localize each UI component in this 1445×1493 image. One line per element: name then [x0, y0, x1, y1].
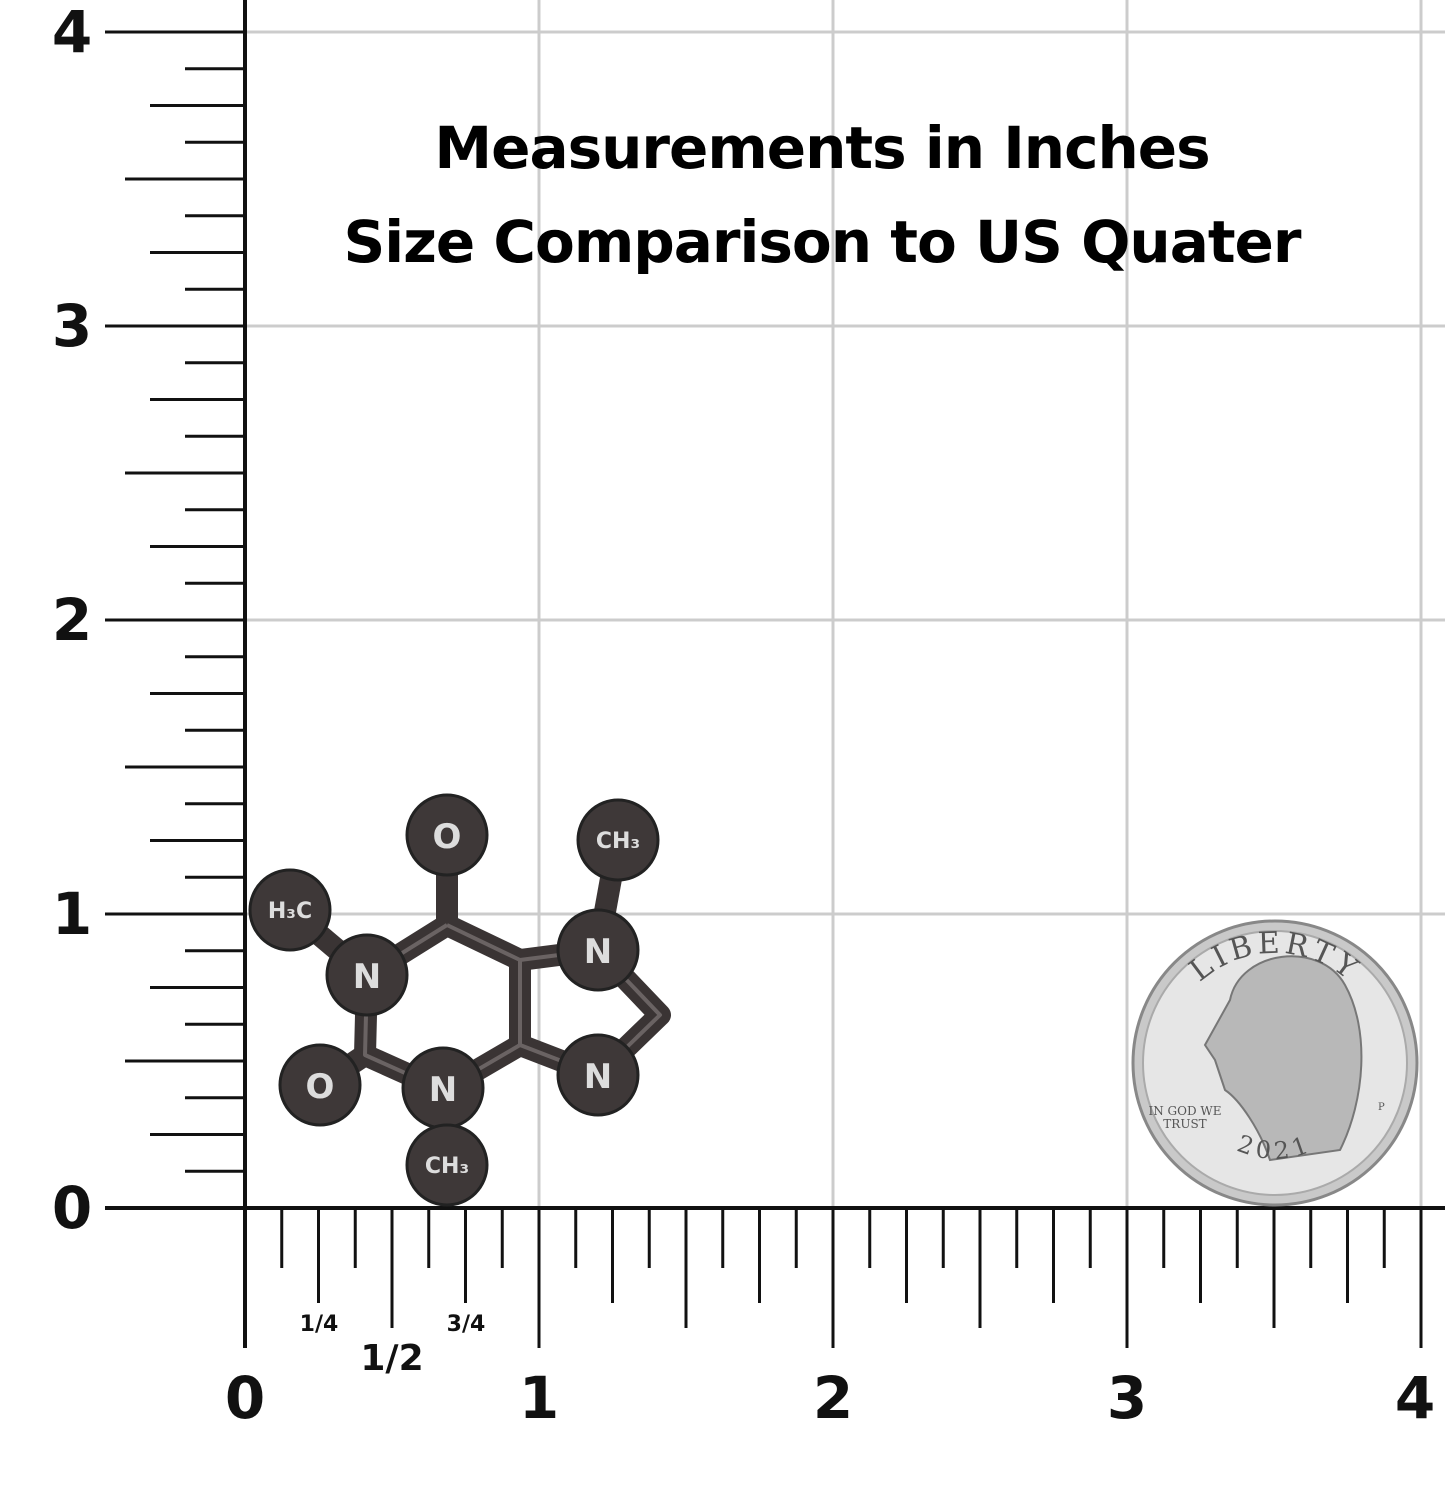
atom-label: O: [306, 1067, 335, 1107]
y-label: 3: [52, 292, 92, 360]
atom-label: N: [353, 957, 381, 997]
y-label: 1: [52, 880, 92, 948]
quarter-coin: LIBERTY IN GOD WE TRUST P 2021: [1131, 919, 1419, 1207]
atom-label: N: [429, 1070, 457, 1110]
title-line: Size Comparison to US Quater: [343, 208, 1301, 276]
atom-label: CH₃: [596, 829, 640, 854]
x-label: 2: [813, 1364, 853, 1432]
x-label: 0: [225, 1364, 265, 1432]
atom-label: N: [584, 932, 612, 972]
title-line: Measurements in Inches: [434, 114, 1209, 182]
molecule-pin: [248, 793, 671, 1207]
atom-label: O: [433, 817, 462, 857]
ruler: 0 0 1 1 2 2 3 3 4 4 1/4 1/2 3/4: [52, 0, 1445, 1432]
atom-label: N: [584, 1057, 612, 1097]
x-label: 3: [1107, 1364, 1147, 1432]
coin-mint: P: [1378, 1102, 1385, 1113]
y-label: 0: [52, 1174, 92, 1242]
coin-trust: TRUST: [1163, 1117, 1206, 1131]
x-label: 4: [1395, 1364, 1435, 1432]
atom-label: CH₃: [425, 1154, 469, 1179]
coin-trust: IN GOD WE: [1148, 1104, 1221, 1118]
y-label: 2: [52, 586, 92, 654]
atom-label: H₃C: [268, 899, 312, 924]
y-label: 4: [52, 0, 92, 66]
fraction-label: 3/4: [447, 1312, 486, 1337]
x-label: 1: [519, 1364, 559, 1432]
fraction-label: 1/2: [360, 1338, 423, 1379]
fraction-label: 1/4: [300, 1312, 339, 1337]
